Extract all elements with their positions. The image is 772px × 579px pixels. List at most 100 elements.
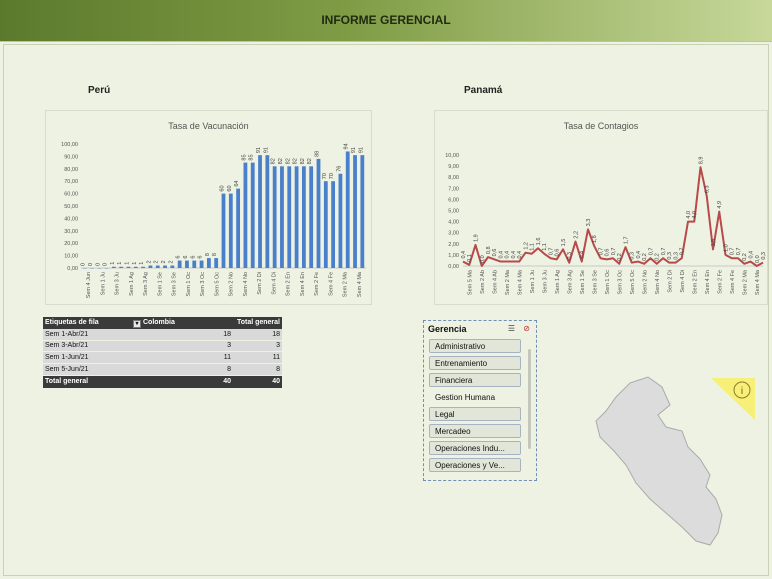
data-label: 0 — [103, 263, 109, 266]
bar — [163, 265, 167, 268]
y-tick-label: 0,00 — [67, 266, 78, 272]
slicer-scroll-thumb[interactable] — [528, 349, 531, 449]
data-label: 2 — [168, 260, 174, 263]
table-cell: 18 — [223, 330, 231, 338]
x-tick-label: Sem 2 Di — [667, 270, 673, 293]
bar — [309, 166, 314, 268]
x-tick-label: Sem 4 Fe — [328, 272, 334, 296]
x-tick-label: Sem 2 Ma — [343, 271, 349, 297]
data-label: 0,2 — [617, 253, 623, 261]
data-label: 1 — [117, 262, 123, 265]
data-label: 0,4 — [511, 251, 517, 259]
data-label: 94 — [344, 143, 350, 149]
pivot-total-colombia: 40 — [223, 378, 231, 386]
table-row[interactable]: Sem 1-Jun/21 11 11 — [43, 352, 282, 365]
contagion-chart-title: Tasa de Contagios — [563, 121, 639, 131]
y-tick-label: 9,00 — [448, 164, 459, 170]
x-tick-label: Sem 2 Ab — [480, 270, 486, 294]
data-label: 0,4 — [505, 251, 511, 259]
y-tick-label: 10,00 — [445, 153, 459, 159]
peru-map — [595, 376, 723, 546]
data-label: 82 — [293, 158, 299, 164]
data-label: 0,7 — [680, 248, 686, 256]
x-tick-label: Sem 3 Se — [592, 270, 598, 294]
data-label: 82 — [300, 158, 306, 164]
y-tick-label: 90,00 — [64, 154, 78, 160]
pivot-table[interactable]: Etiquetas de fila ▾ Colombia Total gener… — [43, 317, 282, 388]
y-tick-label: 3,00 — [448, 231, 459, 237]
data-label: 0,4 — [636, 251, 642, 259]
data-label: 82 — [285, 158, 291, 164]
slicer-item[interactable]: Legal — [429, 407, 521, 421]
data-label: 2 — [146, 260, 152, 263]
bar — [323, 181, 328, 268]
x-tick-label: Sem 4 En — [705, 270, 711, 294]
table-row[interactable]: Sem 3-Abr/21 3 3 — [43, 340, 282, 353]
y-tick-label: 1,00 — [448, 253, 459, 259]
y-tick-label: 7,00 — [448, 186, 459, 192]
y-tick-label: 5,00 — [448, 209, 459, 215]
table-cell: Sem 1-Jun/21 — [45, 354, 89, 362]
table-cell: 8 — [227, 366, 231, 374]
vaccination-chart-plot: 0,00 10,00 20,00 30,00 40,00 50,00 60,00 70,00 8… — [61, 142, 366, 298]
y-tick-label: 10,00 — [64, 254, 78, 260]
bar — [177, 260, 182, 268]
y-tick-label: 50,00 — [64, 204, 78, 210]
bar — [141, 266, 146, 268]
x-tick-label: Sem 2 Di — [257, 272, 263, 295]
bar — [214, 258, 219, 268]
x-tick-label: Sem 2 No — [642, 270, 648, 294]
data-label: 8,9 — [699, 157, 705, 165]
slicer-item[interactable]: Entrenamiento — [429, 356, 521, 370]
data-label: 64 — [234, 181, 240, 187]
data-label: 0,3 — [674, 252, 680, 260]
pivot-total-label: Total general — [45, 378, 89, 386]
clear-filter-icon[interactable]: ⊘ — [523, 324, 530, 333]
info-badge[interactable]: i — [709, 376, 757, 427]
slicer-item[interactable]: Operaciones Indu... — [429, 441, 521, 455]
table-row[interactable]: Sem 1-Abr/21 18 18 — [43, 328, 282, 341]
data-label: 91 — [256, 147, 262, 153]
data-label: 70 — [329, 173, 335, 179]
x-tick-label: Sem 4 Ma — [755, 269, 761, 295]
data-label: 6 — [198, 255, 204, 258]
multiselect-icon[interactable]: ☰ — [507, 324, 516, 333]
slicer-item[interactable]: Operaciones y Ve... — [429, 458, 521, 472]
row-filter-button[interactable]: ▾ — [133, 320, 141, 329]
gerencia-slicer[interactable]: Gerencia ☰ ⊘ Administrativo Entrenamiento… — [423, 320, 537, 481]
x-tick-label: Sem 1 Ag — [129, 272, 135, 296]
y-tick-label: 60,00 — [64, 192, 78, 198]
data-label: 1 — [132, 262, 138, 265]
data-label: 91 — [263, 147, 269, 153]
data-label: 0 — [81, 263, 87, 266]
x-tick-label: Sem 3 Oc — [617, 270, 623, 295]
bar — [243, 162, 248, 268]
data-label: 0,7 — [730, 248, 736, 256]
bar — [250, 162, 255, 268]
data-label: 2 — [154, 260, 160, 263]
slicer-item[interactable]: Administrativo — [429, 339, 521, 353]
data-label: 0,4 — [461, 251, 467, 259]
vaccination-chart[interactable]: Tasa de Vacunación 0,00 10,00 20,00 30,00 40… — [45, 110, 372, 305]
country-label-peru: Perú — [88, 85, 111, 96]
x-tick-label: Sem 1 Ju — [530, 270, 536, 293]
contagion-chart[interactable]: Tasa de Contagios 0,00 1,00 2,00 3,00 4,00 5,… — [434, 110, 768, 305]
x-tick-label: Sem 1 Ag — [555, 270, 561, 294]
data-label: 0,7 — [611, 248, 617, 256]
x-tick-label: Sem 3 Oc — [200, 272, 206, 297]
bar — [133, 266, 138, 268]
x-tick-label: Sem 5 Oc — [630, 270, 636, 295]
slicer-scrollbar[interactable] — [526, 339, 534, 477]
slicer-item[interactable]: Mercadeo — [429, 424, 521, 438]
data-label: 0,2 — [742, 253, 748, 261]
bar — [119, 266, 124, 268]
bar — [185, 260, 189, 268]
data-label: 0,3 — [667, 252, 673, 260]
data-label: 3,3 — [586, 219, 592, 227]
slicer-item[interactable]: Gestion Humana — [435, 393, 496, 402]
table-row[interactable]: Sem 5-Jun/21 8 8 — [43, 364, 282, 376]
table-cell: 11 — [272, 354, 280, 362]
info-icon[interactable]: i — [741, 386, 743, 397]
slicer-item[interactable]: Financiera — [429, 373, 521, 387]
data-label: 0,2 — [642, 253, 648, 261]
